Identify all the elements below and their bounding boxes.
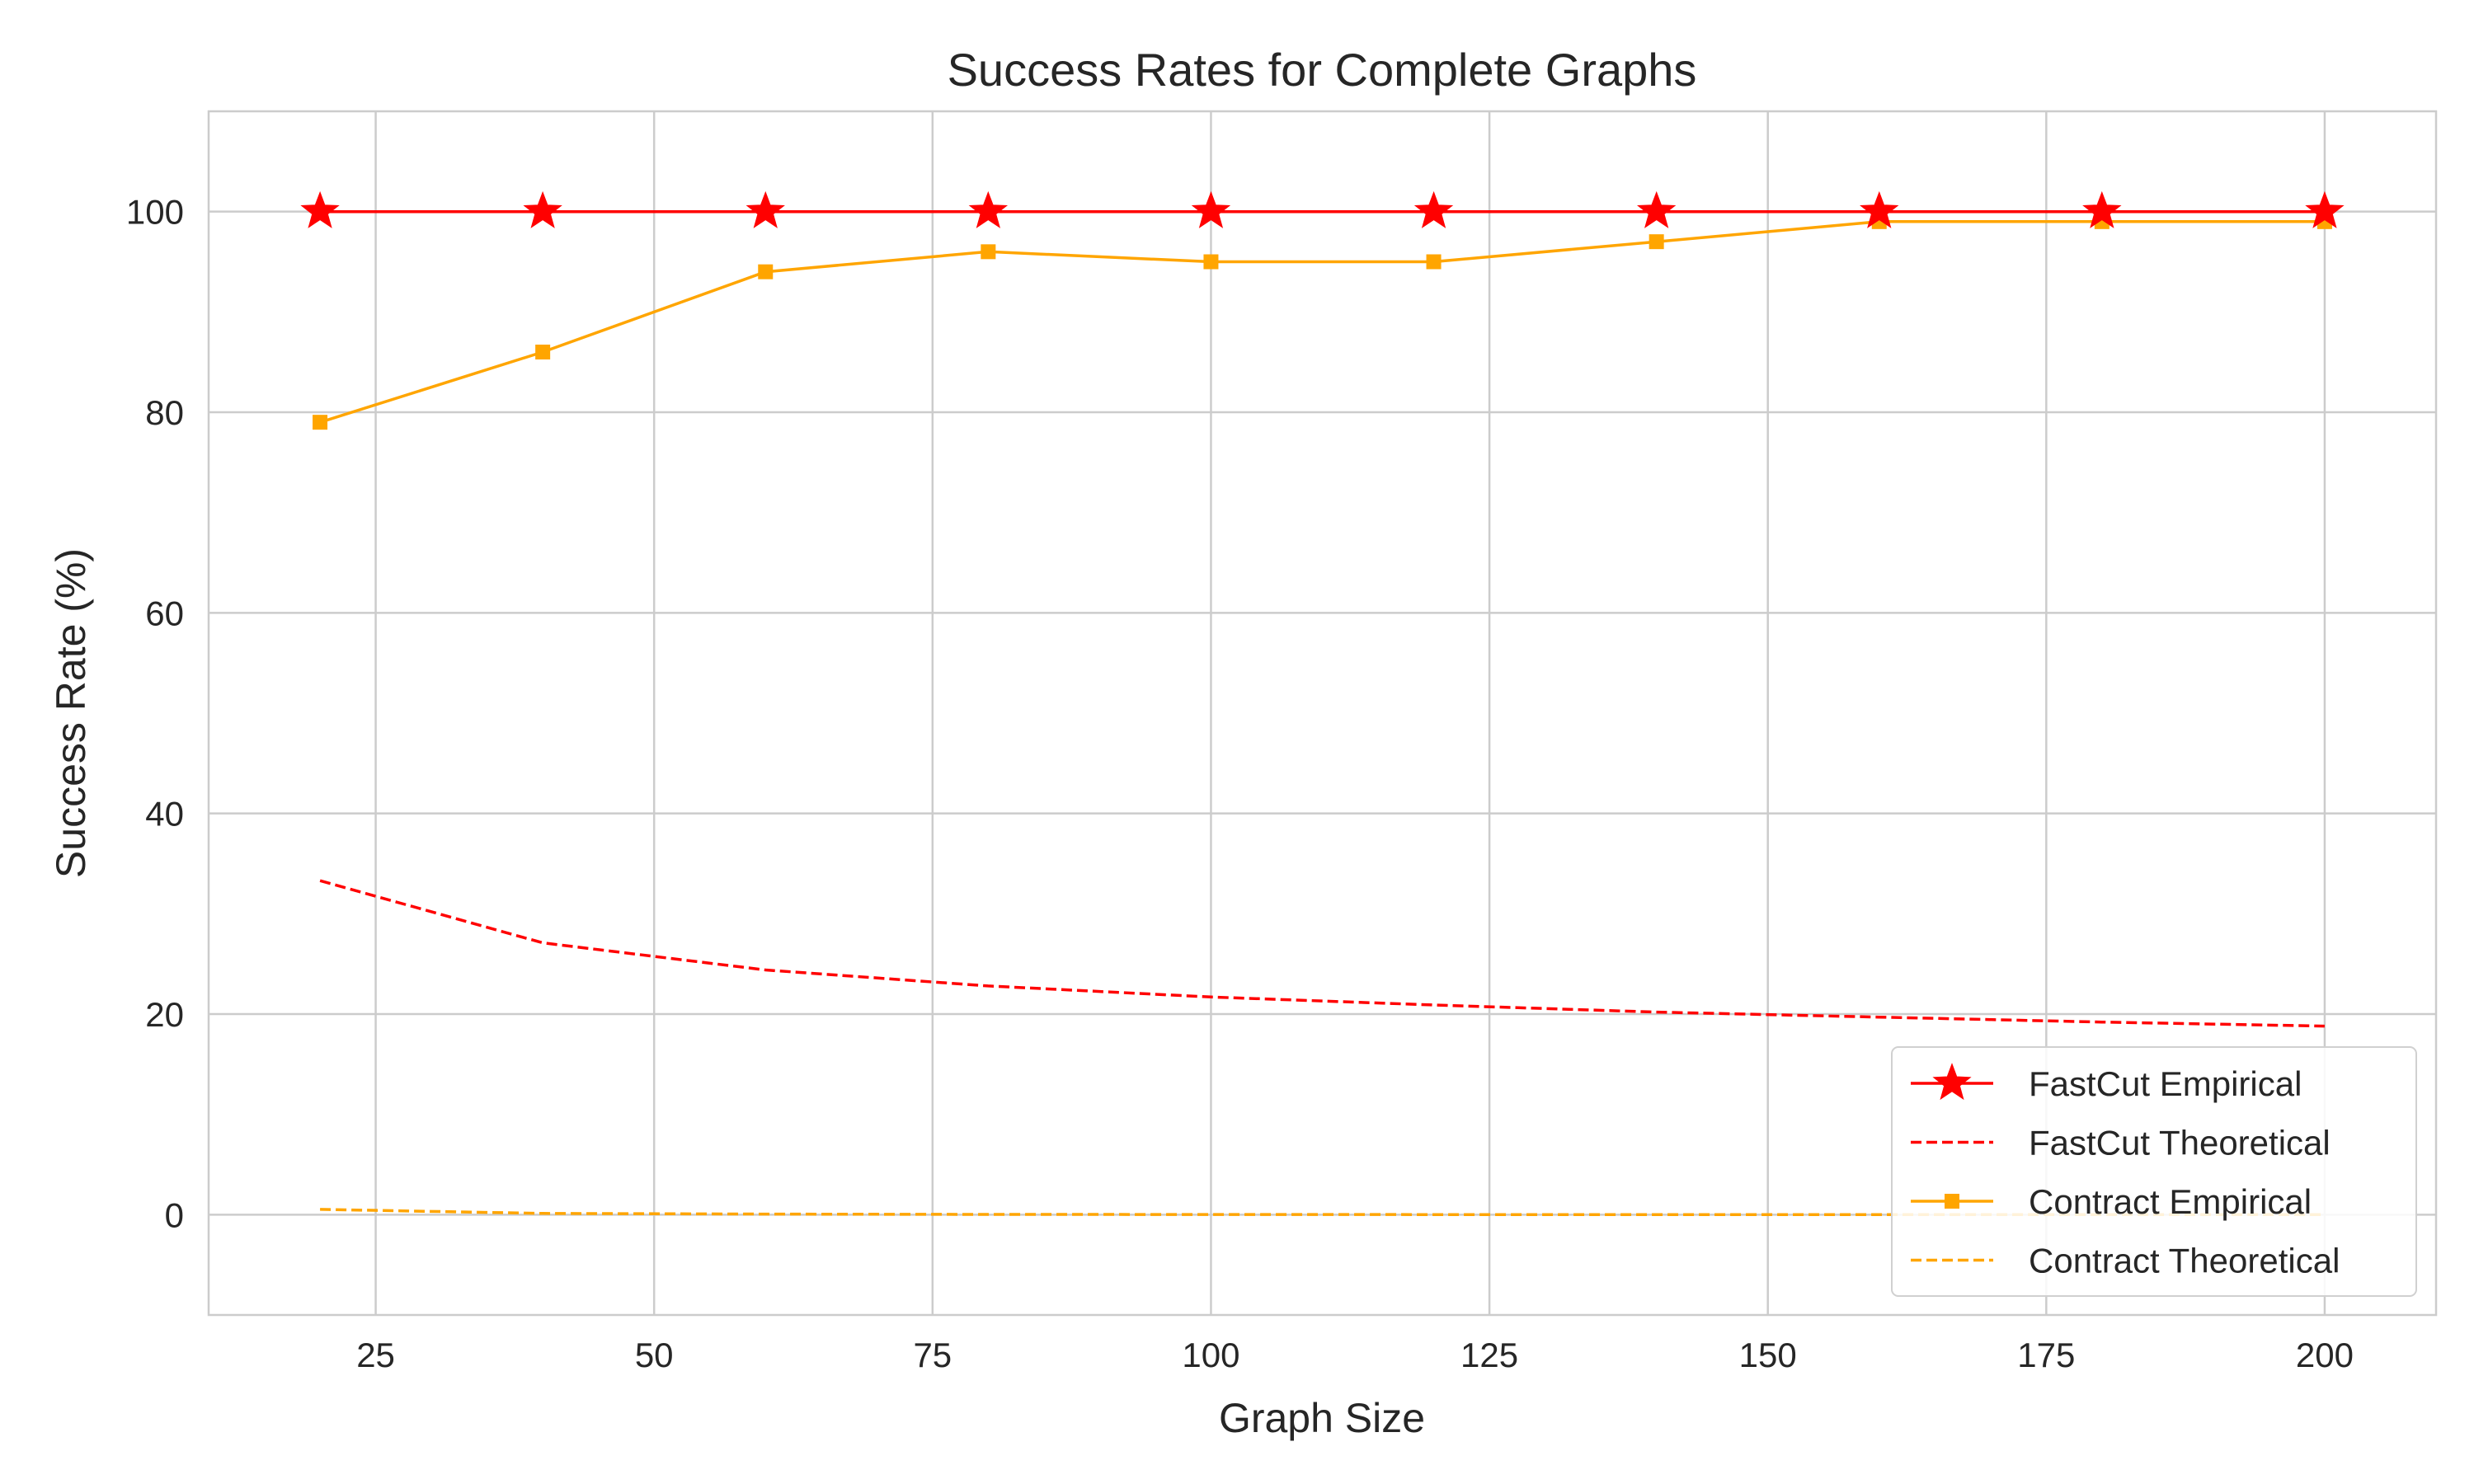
series-fastcut-theoretical: [319, 879, 2325, 1028]
contract-empirical-point: [1426, 254, 1442, 270]
fastcut-empirical-point: [523, 190, 562, 228]
legend-box: [1891, 1046, 2417, 1297]
x-tick-label: 25: [356, 1336, 395, 1374]
legend: FastCut Empirical FastCut Theoretical Cont…: [1891, 1046, 2417, 1297]
fastcut-empirical-point: [2305, 190, 2345, 228]
fastcut-empirical-point: [1636, 190, 1677, 228]
y-tick-label: 80: [145, 393, 184, 432]
contract-empirical-point: [313, 415, 328, 430]
fastcut-theoretical-line: [319, 879, 2325, 1028]
legend-marker-fastcut-empirical: [1932, 1063, 1972, 1101]
y-axis-label: Success Rate (%): [48, 548, 94, 878]
contract-empirical-line: [319, 220, 2325, 424]
series-contract-empirical: [313, 214, 2332, 430]
contract-empirical-point: [1649, 234, 1664, 250]
x-tick-label: 175: [2017, 1336, 2075, 1374]
x-tick-label: 200: [2296, 1336, 2354, 1374]
x-axis-label: Graph Size: [1219, 1395, 1425, 1441]
tick-labels: 25 50 75 100 125 150 175 200 0 20 40 60 80 100: [126, 193, 2354, 1374]
x-tick-label: 125: [1460, 1336, 1518, 1374]
y-tick-label: 100: [126, 193, 184, 232]
plot-frame: [207, 110, 2438, 1317]
x-tick-label: 150: [1739, 1336, 1797, 1374]
legend-label-fastcut-empirical: FastCut Empirical: [2029, 1064, 2302, 1103]
x-tick-label: 75: [913, 1336, 952, 1374]
fastcut-empirical-point: [1413, 190, 1454, 228]
chart-title: Success Rates for Complete Graphs: [948, 44, 1697, 96]
y-tick-label: 60: [145, 594, 184, 632]
y-tick-label: 0: [165, 1195, 184, 1234]
legend-label-contract-empirical: Contract Empirical: [2029, 1182, 2312, 1221]
contract-empirical-point: [535, 345, 551, 359]
contract-empirical-point: [981, 244, 996, 260]
contract-empirical-point: [758, 264, 774, 279]
x-tick-label: 100: [1182, 1336, 1239, 1374]
series-fastcut-empirical: [300, 190, 2345, 228]
legend-label-fastcut-theoretical: FastCut Theoretical: [2029, 1124, 2331, 1162]
fastcut-empirical-point: [300, 190, 340, 228]
y-tick-label: 40: [145, 795, 184, 834]
contract-empirical-point: [1203, 254, 1219, 270]
legend-items: FastCut Empirical FastCut Theoretical Cont…: [1911, 1063, 2340, 1280]
fastcut-empirical-point: [2082, 190, 2122, 228]
fastcut-empirical-point: [968, 190, 1009, 228]
fastcut-empirical-point: [1860, 190, 1899, 228]
x-tick-label: 50: [635, 1336, 674, 1374]
fastcut-empirical-point: [745, 190, 785, 228]
fastcut-empirical-point: [1191, 190, 1231, 228]
legend-label-contract-theoretical: Contract Theoretical: [2029, 1242, 2340, 1280]
legend-marker-contract-empirical: [1945, 1194, 1959, 1209]
y-tick-label: 20: [145, 995, 184, 1034]
